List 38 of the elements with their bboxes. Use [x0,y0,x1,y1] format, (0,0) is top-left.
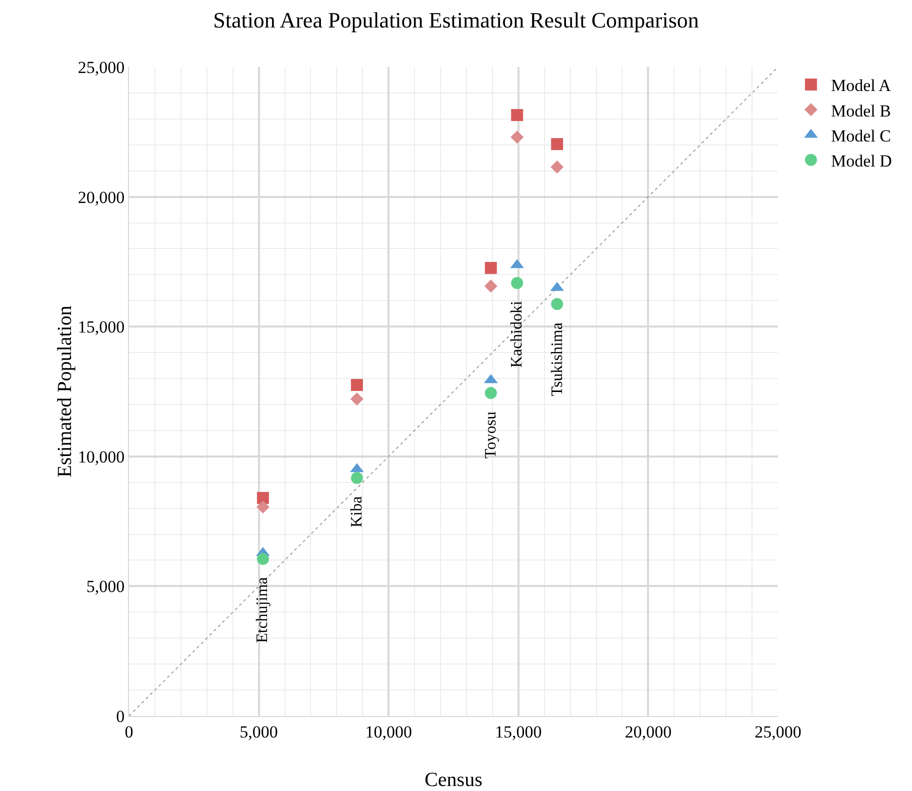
annotation: Tsukishima [549,322,566,396]
legend-label: Model C [830,126,891,146]
y-tick-label: 10,000 [78,447,125,466]
chart-title: Station Area Population Estimation Result Comparison [213,7,699,32]
point [350,379,363,392]
point [256,500,270,514]
x-axis-title: Census [424,769,483,791]
x-tick-label: 5,000 [240,722,278,742]
point [550,160,564,174]
point [484,280,498,293]
point [551,298,564,310]
legend-label: Model D [830,151,892,170]
x-tick-label: 10,000 [365,722,412,742]
legend-label: Model B [830,101,891,120]
y-tick-label: 0 [116,706,125,726]
point [484,387,497,400]
annotation: Kiba [348,496,366,528]
point [256,552,269,565]
y-axis-title: Estimated Population [54,306,76,478]
point [511,109,524,122]
y-tick-label: 15,000 [78,318,125,337]
annotation: Toyosu [482,412,500,458]
x-tick-label: 25,000 [754,722,802,742]
x-tick-label: 20,000 [624,722,672,742]
annotation: Etchujima [254,577,272,643]
y-tick-label: 5,000 [86,577,125,596]
y-tick-label: 20,000 [78,188,125,207]
annotation: Kachidoki [508,300,526,368]
legend-label: Model A [830,76,892,96]
point [484,262,497,274]
point [350,472,363,484]
point [350,392,364,406]
y-tick-label: 25,000 [78,58,125,77]
point [510,130,524,144]
point [511,276,524,289]
point [551,138,564,150]
x-tick-label: 15,000 [495,722,542,742]
point [256,492,269,504]
